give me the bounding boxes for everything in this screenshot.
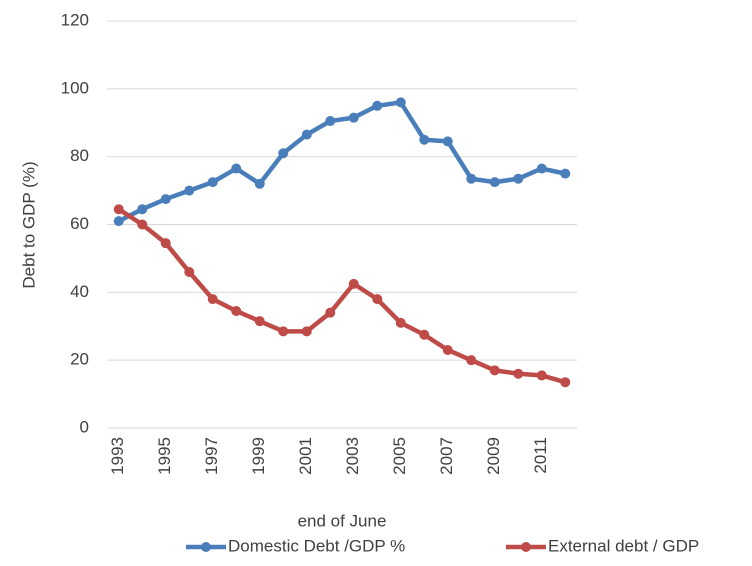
data-point [301, 326, 312, 337]
data-point [513, 173, 524, 184]
x-tick-label: 2011 [531, 437, 550, 474]
x-tick-label: 1997 [202, 437, 221, 475]
data-point [348, 112, 359, 123]
x-tick-label: 1993 [108, 437, 127, 475]
legend-marker [521, 542, 531, 552]
data-point [395, 317, 406, 328]
y-tick-label: 40 [70, 282, 89, 301]
data-point [325, 116, 336, 127]
data-point [442, 344, 453, 355]
data-point [184, 266, 195, 277]
y-tick-label: 60 [70, 214, 89, 233]
data-point [395, 97, 406, 108]
data-point [489, 365, 500, 376]
data-point [137, 204, 148, 215]
data-point [536, 370, 547, 381]
data-point [184, 185, 195, 196]
data-point [419, 134, 430, 145]
data-point [442, 136, 453, 147]
data-point [301, 129, 312, 140]
x-axis-title: end of June [298, 511, 387, 530]
x-tick-label: 2009 [484, 437, 503, 475]
data-point [160, 238, 171, 249]
y-tick-label: 120 [61, 10, 89, 29]
data-point [231, 163, 242, 174]
data-point [137, 219, 148, 230]
data-point [372, 294, 383, 305]
legend-marker [201, 542, 211, 552]
data-point [113, 216, 124, 227]
data-point [513, 368, 524, 379]
series-line [117, 207, 566, 385]
data-point [536, 163, 547, 174]
data-point [560, 377, 571, 388]
y-axis-title: Debt to GDP (%) [19, 161, 38, 288]
data-point [207, 294, 218, 305]
data-point [278, 326, 289, 337]
x-tick-label: 1999 [249, 437, 268, 475]
series-line [117, 100, 566, 224]
x-tick-label: 2001 [296, 437, 315, 475]
data-point [560, 168, 571, 179]
data-point [254, 316, 265, 327]
y-tick-label: 80 [70, 146, 89, 165]
y-tick-label: 20 [70, 350, 89, 369]
data-point [348, 278, 359, 289]
data-point [489, 177, 500, 188]
data-point [466, 355, 477, 366]
x-tick-label: 1995 [155, 437, 174, 475]
data-point [325, 307, 336, 318]
legend-label: External debt / GDP [548, 536, 699, 555]
x-tick-label: 2007 [437, 437, 456, 475]
data-point [207, 177, 218, 188]
y-tick-label: 100 [61, 78, 89, 97]
data-point [231, 305, 242, 316]
data-point [160, 194, 171, 205]
data-point [254, 178, 265, 189]
x-tick-label: 2003 [343, 437, 362, 475]
x-tick-label: 2005 [390, 437, 409, 475]
data-point [113, 204, 124, 215]
data-point [278, 148, 289, 159]
data-point [419, 329, 430, 340]
legend-label: Domestic Debt /GDP % [228, 536, 405, 555]
data-point [466, 173, 477, 184]
data-point [372, 100, 383, 111]
y-tick-label: 0 [80, 417, 89, 436]
